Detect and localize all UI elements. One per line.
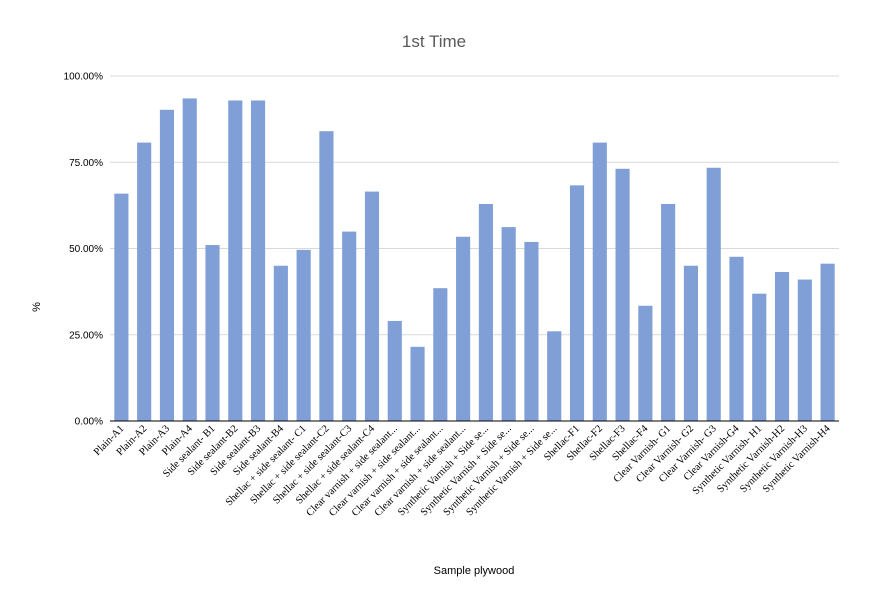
- bar: [683, 265, 698, 421]
- y-tick-label: 100.00%: [64, 72, 104, 83]
- bar: [638, 305, 653, 421]
- bar: [364, 191, 380, 421]
- bar: [296, 249, 311, 421]
- bars: [114, 98, 835, 422]
- y-tick-label: 75.00%: [69, 158, 103, 169]
- bar: [114, 193, 129, 421]
- bar: [661, 203, 676, 421]
- bar: [752, 293, 767, 421]
- y-tick-label: 25.00%: [69, 330, 103, 341]
- x-axis-label: Sample plywood: [434, 565, 515, 577]
- y-axis-ticks: 0.00% 25.00% 50.00% 75.00% 100.00%: [64, 72, 104, 428]
- bar: [205, 245, 220, 421]
- bar: [456, 236, 471, 421]
- bar: [729, 256, 744, 421]
- bar: [592, 142, 607, 421]
- bar: [319, 131, 334, 421]
- bar: [251, 100, 266, 422]
- bar: [228, 100, 243, 422]
- bar: [410, 346, 425, 421]
- bar: [273, 265, 288, 421]
- bar: [182, 98, 197, 422]
- bar: [706, 167, 721, 421]
- y-tick-label: 0.00%: [75, 417, 103, 428]
- bar: [501, 227, 516, 421]
- bar: [159, 109, 175, 421]
- bar: [524, 241, 539, 421]
- bar: [137, 142, 152, 421]
- y-axis-label: %: [31, 302, 43, 312]
- bar: [820, 263, 835, 421]
- bar: [478, 203, 493, 421]
- bar: [387, 320, 402, 421]
- bar: [569, 185, 585, 421]
- bar: [547, 331, 562, 421]
- bar: [774, 271, 790, 421]
- bar: [797, 279, 812, 421]
- bar: [615, 168, 630, 421]
- chart-title: 1st Time: [402, 32, 466, 51]
- bar: [342, 231, 357, 421]
- bar: [433, 288, 448, 421]
- y-tick-label: 50.00%: [69, 244, 103, 255]
